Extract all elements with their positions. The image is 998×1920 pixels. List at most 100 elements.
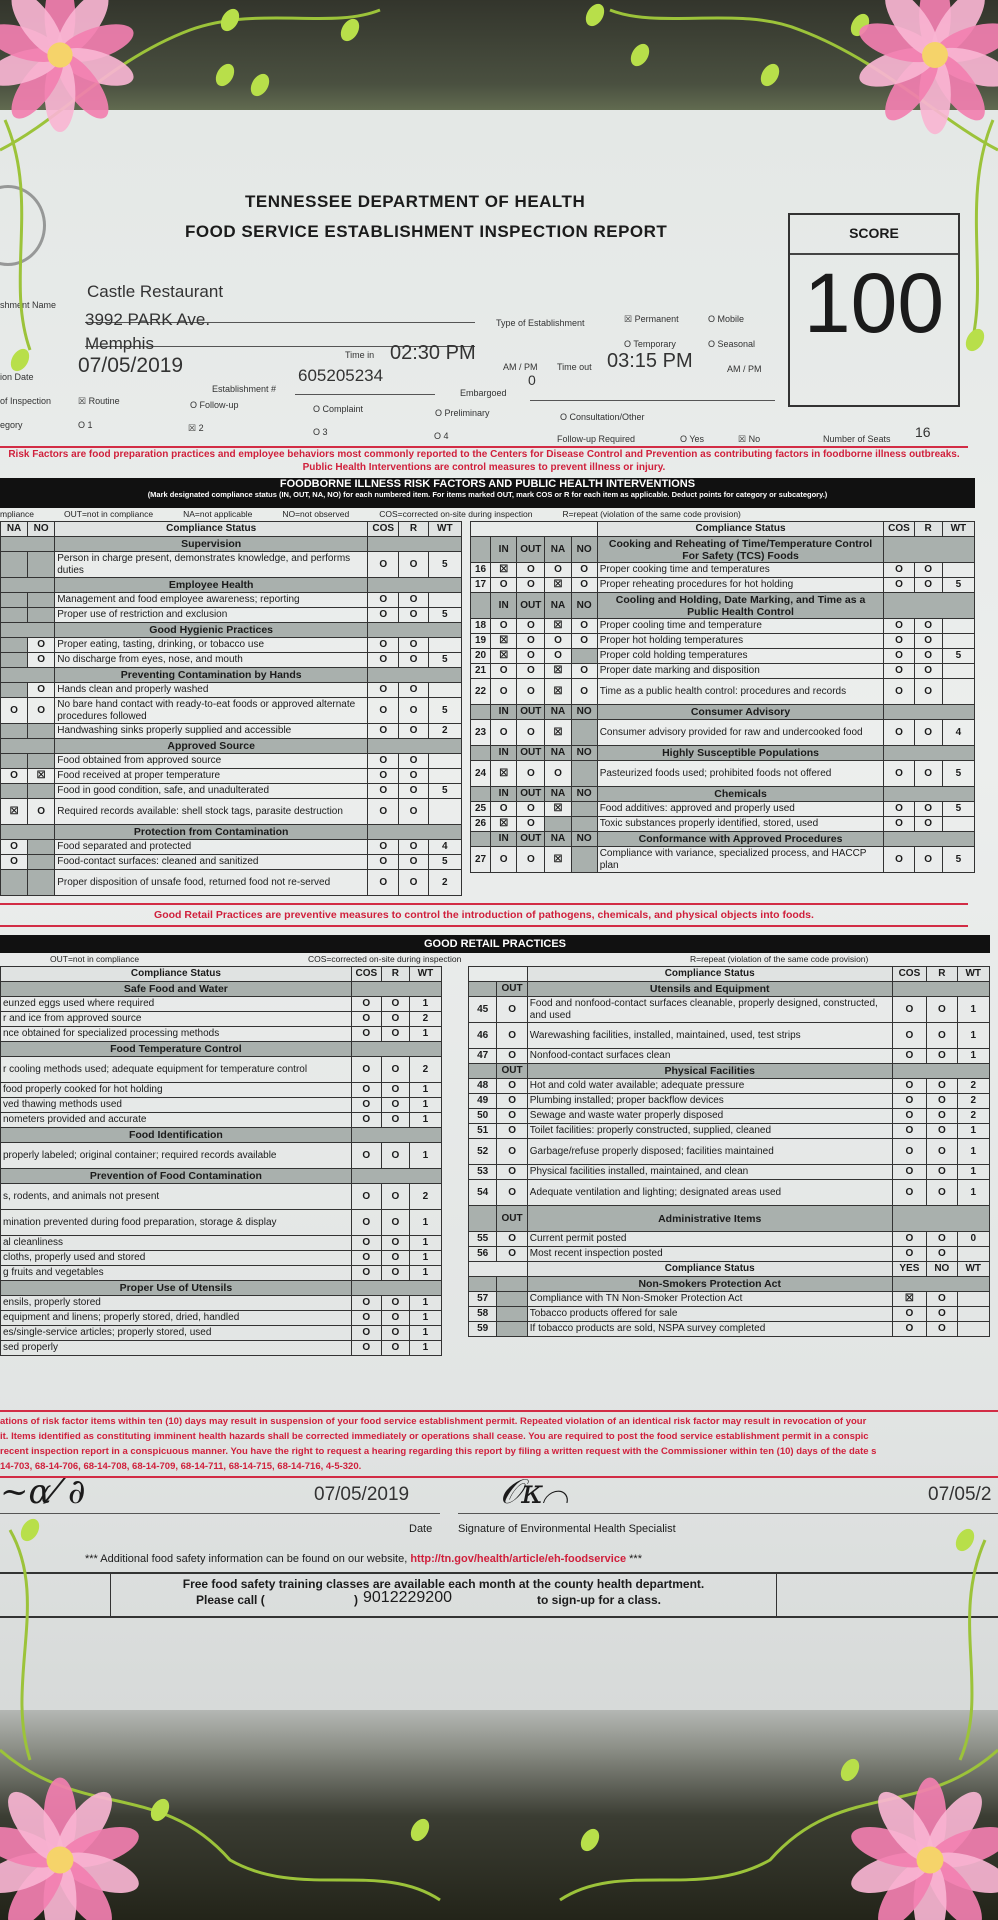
please-call-text: Please call ( (196, 1593, 265, 1607)
purpose-follow-up[interactable]: O Follow-up (190, 400, 239, 410)
retail-practices-notice: Good Retail Practices are preventive mea… (0, 903, 968, 927)
column-header-na: NA (544, 831, 572, 847)
cos-mark[interactable]: O (367, 869, 400, 896)
status-no-mark (570, 801, 598, 817)
table-row: O No discharge from eyes, nose, and mouth… (0, 652, 463, 668)
cos-mark[interactable]: O (883, 577, 915, 593)
spacer (883, 745, 975, 761)
cos-mark[interactable]: O (891, 1179, 928, 1206)
item-text: Pasteurized foods used; prohibited foods… (596, 760, 885, 787)
repeat-mark[interactable]: O (398, 798, 429, 825)
vine-decoration (958, 1539, 987, 1761)
cos-mark[interactable]: O (367, 723, 400, 739)
flower-petal-icon (929, 1852, 998, 1893)
website-link[interactable]: http://tn.gov/health/article/eh-foodserv… (410, 1553, 627, 1565)
leaf-icon (585, 3, 605, 27)
section-row: IN OUT NA NO Cooling and Holding, Date Marki… (469, 592, 975, 619)
final-notice-line: it. Items identified as constituting imm… (0, 1431, 869, 1442)
repeat-mark[interactable]: O (398, 551, 429, 578)
status-out-mark[interactable]: O (516, 846, 546, 873)
table-row: cloths, properly used and stored O O 1 (0, 1250, 443, 1266)
cos-mark[interactable]: O (883, 846, 915, 873)
risk-3[interactable]: O 3 (313, 427, 328, 437)
leaf-icon (220, 8, 240, 32)
spacer (367, 738, 462, 754)
compliance-status-row: Compliance Status YES NO WT (468, 1261, 991, 1277)
purpose-preliminary[interactable]: O Preliminary (435, 408, 490, 418)
out-mark[interactable]: O (496, 1138, 528, 1165)
compliance-status-header: Compliance Status (54, 521, 369, 537)
weight-value: 1 (956, 1022, 991, 1049)
followup-yes[interactable]: O Yes (680, 434, 705, 444)
item-number: 23 (469, 719, 492, 746)
purpose-consultation[interactable]: O Consultation/Other (560, 412, 645, 422)
status-na-mark[interactable]: ☒ (544, 846, 572, 873)
cos-mark[interactable]: O (883, 760, 915, 787)
status-in-mark[interactable]: O (490, 846, 518, 873)
status-no-mark (27, 723, 56, 739)
cos-mark[interactable]: O (883, 633, 915, 649)
report-title: FOOD SERVICE ESTABLISHMENT INSPECTION RE… (185, 222, 668, 241)
repeat-mark[interactable]: O (380, 1183, 410, 1210)
repeat-mark[interactable]: O (380, 1142, 410, 1169)
training-text: Free food safety training classes are av… (182, 1577, 705, 1591)
leaf-icon (215, 63, 235, 87)
type-temporary[interactable]: O Temporary (624, 339, 676, 349)
section-title: Administrative Items (526, 1205, 893, 1232)
spacer (883, 536, 975, 563)
risk-2[interactable]: ☒ 2 (188, 423, 204, 433)
item-text: Proper disposition of unsafe food, retur… (54, 869, 369, 896)
score-value: 100 (803, 256, 945, 350)
status-out-mark[interactable]: O (516, 760, 546, 787)
risk-4[interactable]: O 4 (434, 431, 449, 441)
table-row: 57 Compliance with TN Non-Smoker Protecti… (467, 1291, 991, 1307)
purpose-complaint[interactable]: O Complaint (313, 404, 364, 414)
column-header-no: NO (27, 521, 56, 537)
followup-no[interactable]: ☒ No (738, 434, 761, 444)
retail-section-title: GOOD RETAIL PRACTICES (0, 935, 990, 953)
risk-1[interactable]: O 1 (78, 420, 93, 430)
type-mobile[interactable]: O Mobile (708, 314, 745, 324)
repeat-mark[interactable]: O (926, 1022, 958, 1049)
section-title: Chemicals (596, 786, 885, 802)
out-mark[interactable]: O (496, 1179, 528, 1206)
cos-mark[interactable]: O (367, 798, 400, 825)
website-line: *** Additional food safety information c… (85, 1553, 642, 1565)
cos-mark[interactable]: O (367, 753, 400, 769)
column-header-out: OUT (516, 745, 546, 761)
repeat-mark[interactable]: O (913, 846, 943, 873)
table-row: mination prevented during food preparati… (0, 1209, 443, 1236)
risk-section-header: FOODBORNE ILLNESS RISK FACTORS AND PUBLI… (0, 478, 975, 508)
cos-mark[interactable]: O (350, 1183, 382, 1210)
table-row: Person in charge present, demonstrates k… (0, 551, 463, 578)
status-out-mark[interactable]: O (516, 678, 546, 705)
time-in-label: Time in (345, 350, 375, 360)
purpose-routine[interactable]: ☒ Routine (78, 396, 120, 406)
type-permanent[interactable]: ☒ Permanent (624, 314, 679, 324)
status-in-mark[interactable]: ☒ (490, 760, 518, 787)
city: Memphis (85, 334, 154, 353)
spacer (367, 667, 462, 683)
section-row: Safe Food and Water (0, 981, 443, 997)
column-header-out: OUT (496, 1063, 528, 1079)
status-no-mark (27, 869, 56, 896)
type-seasonal[interactable]: O Seasonal (708, 339, 756, 349)
table-row: Food obtained from approved source O O (0, 753, 463, 769)
item-text: Garbage/refuse properly disposed; facili… (526, 1138, 893, 1165)
type-label: Type of Establishment (496, 318, 585, 328)
spacer (467, 1205, 498, 1232)
retail-practices-table-left: Compliance Status COS R WT Safe Food and Wat… (0, 966, 443, 1356)
leaf-icon (10, 348, 30, 372)
spacer (891, 1276, 991, 1292)
status-na-mark[interactable]: O (0, 697, 29, 724)
table-row: 18 O O ☒ O Proper cooling time and temperatur… (469, 618, 976, 634)
seats-label: Number of Seats (823, 434, 891, 444)
cos-mark[interactable]: O (367, 697, 400, 724)
cos-mark[interactable]: O (891, 1138, 928, 1165)
legend-cos: COS=corrected on-site during inspection (379, 509, 533, 519)
repeat-mark[interactable]: O (926, 1138, 958, 1165)
risk-factors-table-left: NA NO Compliance Status COS R WT Supervision Pe… (0, 521, 463, 896)
cos-mark[interactable]: O (891, 1022, 928, 1049)
time-out-ampm: AM / PM (727, 364, 762, 374)
out-mark[interactable]: O (496, 1022, 528, 1049)
